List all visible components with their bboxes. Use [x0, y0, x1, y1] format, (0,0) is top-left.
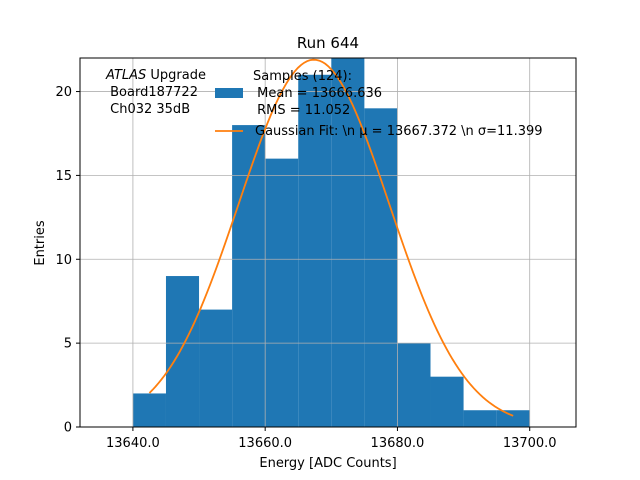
histogram-bar — [463, 410, 497, 427]
histogram-bar — [298, 74, 332, 427]
histogram-bar — [397, 343, 431, 427]
channel-label: Ch032 35dB — [106, 102, 190, 117]
legend: Samples (124): Mean = 13666.636 RMS = 11… — [215, 69, 543, 139]
x-tick-label: 13700.0 — [503, 436, 557, 451]
histogram-bar — [132, 393, 166, 427]
histogram-bar — [430, 376, 464, 427]
legend-fit-label: Gaussian Fit: \n μ = 13667.372 \n σ=11.3… — [255, 124, 543, 139]
y-tick-label: 10 — [55, 253, 72, 268]
histogram-bar — [364, 108, 398, 428]
legend-samples-swatch — [215, 88, 243, 98]
histogram-bar — [232, 125, 266, 427]
legend-samples-line-2: Mean = 13666.636 — [253, 86, 382, 101]
histogram-bar — [165, 276, 200, 427]
y-tick-label: 0 — [64, 421, 72, 436]
histogram-bar — [265, 158, 299, 428]
atlas-annotation: ATLAS Upgrade Board187722 Ch032 35dB — [105, 68, 206, 117]
y-axis-label: Entries — [33, 220, 48, 266]
upgrade-label: Upgrade — [146, 68, 206, 83]
x-axis-label: Energy [ADC Counts] — [259, 456, 396, 471]
histogram-bar — [199, 309, 233, 427]
histogram-bar — [496, 410, 530, 427]
x-tick-label: 13680.0 — [371, 436, 425, 451]
atlas-label: ATLAS — [105, 68, 146, 83]
chart-title: Run 644 — [297, 34, 359, 52]
x-tick-label: 13660.0 — [238, 436, 292, 451]
legend-samples-line-1: Samples (124): — [253, 69, 352, 84]
x-tick-label: 13640.0 — [106, 436, 160, 451]
gaussian-fit-curve — [148, 58, 514, 417]
plot-frame — [79, 57, 577, 428]
axis-ticks: 13640.0 13660.0 13680.0 13700.0 0 5 10 15 20 — [55, 85, 556, 451]
y-tick-label: 5 — [64, 337, 72, 352]
y-tick-label: 20 — [55, 85, 72, 100]
board-label: Board187722 — [106, 85, 198, 100]
y-tick-label: 15 — [55, 169, 72, 184]
legend-samples-line-3: RMS = 11.052 — [253, 103, 350, 118]
svg-text:ATLAS Upgrade: ATLAS Upgrade — [105, 68, 206, 83]
